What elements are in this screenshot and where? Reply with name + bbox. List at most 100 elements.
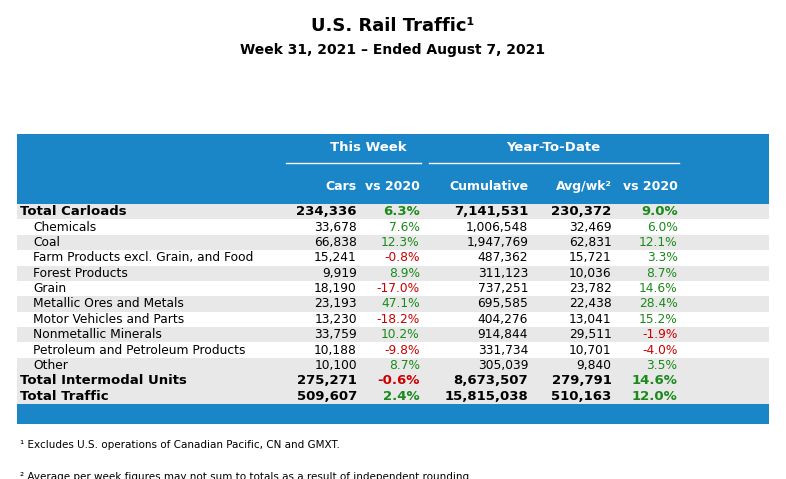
Text: 6.3%: 6.3% [383, 205, 420, 218]
Text: Cars: Cars [325, 180, 357, 193]
Text: Total Carloads: Total Carloads [20, 205, 127, 218]
Text: Week 31, 2021 – Ended August 7, 2021: Week 31, 2021 – Ended August 7, 2021 [241, 43, 545, 57]
Text: Total Traffic: Total Traffic [20, 389, 108, 403]
Text: 230,372: 230,372 [551, 205, 612, 218]
Text: 331,734: 331,734 [478, 343, 528, 356]
Text: Year-To-Date: Year-To-Date [506, 141, 601, 154]
Text: 695,585: 695,585 [477, 297, 528, 310]
Text: vs 2020: vs 2020 [623, 180, 678, 193]
Text: 9.0%: 9.0% [641, 205, 678, 218]
Text: Petroleum and Petroleum Products: Petroleum and Petroleum Products [33, 343, 245, 356]
Text: 15,241: 15,241 [314, 251, 357, 264]
Text: 33,678: 33,678 [314, 221, 357, 234]
Text: -0.8%: -0.8% [384, 251, 420, 264]
Text: 9,919: 9,919 [322, 267, 357, 280]
Text: 23,193: 23,193 [314, 297, 357, 310]
Text: 66,838: 66,838 [314, 236, 357, 249]
Text: U.S. Rail Traffic¹: U.S. Rail Traffic¹ [311, 17, 475, 35]
Text: -18.2%: -18.2% [376, 313, 420, 326]
Text: 3.3%: 3.3% [647, 251, 678, 264]
Text: 3.5%: 3.5% [647, 359, 678, 372]
Text: 487,362: 487,362 [478, 251, 528, 264]
Bar [17, 296, 769, 312]
Text: 9,840: 9,840 [576, 359, 612, 372]
Text: 13,230: 13,230 [314, 313, 357, 326]
Bar [17, 312, 769, 327]
Text: 12.1%: 12.1% [639, 236, 678, 249]
Text: 914,844: 914,844 [478, 328, 528, 341]
Text: 23,782: 23,782 [569, 282, 612, 295]
Text: 12.0%: 12.0% [632, 389, 678, 403]
Text: -0.6%: -0.6% [377, 374, 420, 387]
Text: 305,039: 305,039 [478, 359, 528, 372]
Text: 1,006,548: 1,006,548 [466, 221, 528, 234]
Bar [17, 358, 769, 373]
Text: 10,036: 10,036 [569, 267, 612, 280]
Text: -1.9%: -1.9% [642, 328, 678, 341]
Text: Total Intermodal Units: Total Intermodal Units [20, 374, 186, 387]
Text: 279,791: 279,791 [552, 374, 612, 387]
Text: ² Average per week figures may not sum to totals as a result of independent roun: ² Average per week figures may not sum t… [20, 472, 472, 479]
Text: Coal: Coal [33, 236, 60, 249]
Bar [17, 373, 769, 388]
Bar [17, 250, 769, 265]
Bar [17, 265, 769, 281]
Bar [17, 219, 769, 235]
Text: Motor Vehicles and Parts: Motor Vehicles and Parts [33, 313, 184, 326]
Text: ¹ Excludes U.S. operations of Canadian Pacific, CN and GMXT.: ¹ Excludes U.S. operations of Canadian P… [20, 441, 340, 450]
Text: 510,163: 510,163 [551, 389, 612, 403]
Text: 15,815,038: 15,815,038 [444, 389, 528, 403]
Text: 12.3%: 12.3% [381, 236, 420, 249]
Text: 6.0%: 6.0% [647, 221, 678, 234]
Text: 15,721: 15,721 [569, 251, 612, 264]
Text: 2.4%: 2.4% [383, 389, 420, 403]
Text: 62,831: 62,831 [569, 236, 612, 249]
Text: 7.6%: 7.6% [389, 221, 420, 234]
Text: 10.2%: 10.2% [381, 328, 420, 341]
Text: Nonmetallic Minerals: Nonmetallic Minerals [33, 328, 162, 341]
Text: 404,276: 404,276 [478, 313, 528, 326]
Text: Grain: Grain [33, 282, 66, 295]
Text: 8.9%: 8.9% [389, 267, 420, 280]
Bar [17, 281, 769, 296]
Bar [17, 134, 769, 169]
Text: 1,947,769: 1,947,769 [466, 236, 528, 249]
Text: 509,607: 509,607 [296, 389, 357, 403]
Text: 10,188: 10,188 [314, 343, 357, 356]
Text: Farm Products excl. Grain, and Food: Farm Products excl. Grain, and Food [33, 251, 253, 264]
Text: -4.0%: -4.0% [642, 343, 678, 356]
Text: 47.1%: 47.1% [381, 297, 420, 310]
Text: 737,251: 737,251 [478, 282, 528, 295]
Text: -9.8%: -9.8% [384, 343, 420, 356]
Bar [17, 388, 769, 404]
Text: Avg/wk²: Avg/wk² [556, 180, 612, 193]
Text: 234,336: 234,336 [296, 205, 357, 218]
Text: 28.4%: 28.4% [639, 297, 678, 310]
Text: 7,141,531: 7,141,531 [454, 205, 528, 218]
Text: 15.2%: 15.2% [639, 313, 678, 326]
Bar [17, 235, 769, 250]
Bar [17, 169, 769, 204]
Text: 33,759: 33,759 [314, 328, 357, 341]
Text: 10,100: 10,100 [314, 359, 357, 372]
Text: 10,701: 10,701 [569, 343, 612, 356]
Bar [17, 342, 769, 358]
Text: -17.0%: -17.0% [376, 282, 420, 295]
Text: 8.7%: 8.7% [647, 267, 678, 280]
Text: 8.7%: 8.7% [389, 359, 420, 372]
Text: 311,123: 311,123 [478, 267, 528, 280]
Text: 13,041: 13,041 [569, 313, 612, 326]
Text: Cumulative: Cumulative [449, 180, 528, 193]
Bar [17, 404, 769, 424]
Text: vs 2020: vs 2020 [365, 180, 420, 193]
Text: Other: Other [33, 359, 68, 372]
Text: 8,673,507: 8,673,507 [454, 374, 528, 387]
Text: Metallic Ores and Metals: Metallic Ores and Metals [33, 297, 184, 310]
Text: 275,271: 275,271 [297, 374, 357, 387]
Text: 14.6%: 14.6% [632, 374, 678, 387]
Text: 29,511: 29,511 [569, 328, 612, 341]
Bar [17, 327, 769, 342]
Text: Forest Products: Forest Products [33, 267, 128, 280]
Text: 32,469: 32,469 [569, 221, 612, 234]
Text: This Week: This Week [330, 141, 407, 154]
